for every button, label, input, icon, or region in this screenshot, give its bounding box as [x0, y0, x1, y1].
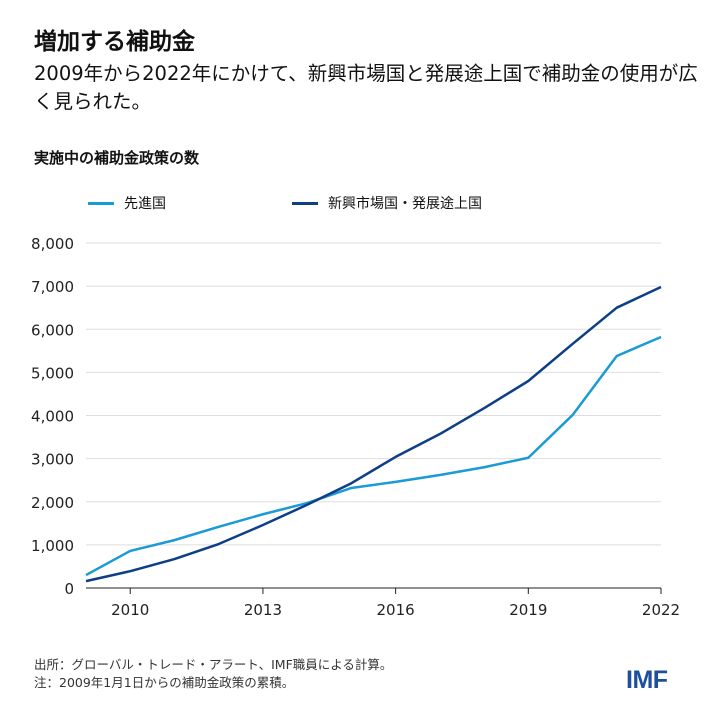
imf-logo: IMF: [626, 666, 668, 694]
series-line-1: [85, 285, 662, 583]
legend-item-advanced: 先進国: [88, 193, 166, 213]
chart-title: 増加する補助金: [34, 29, 195, 55]
x-tick-label: 2013: [244, 601, 282, 619]
y-axis-title: 実施中の補助金政策の数: [34, 149, 200, 167]
chart-subtitle: 2009年から2022年にかけて、新興市場国と発展途上国で補助金の使用が広く見ら…: [34, 62, 698, 113]
x-tick-label: 2010: [111, 601, 149, 619]
legend-swatch: [292, 201, 318, 205]
series-line-0: [85, 335, 662, 577]
x-tick-label: 2016: [377, 601, 415, 619]
y-tick-label: 7,000: [31, 278, 74, 296]
source-notes: 出所：グローバル・トレード・アラート、IMF職員による計算。 注：2009年1月…: [34, 656, 392, 692]
legend-item-emerging: 新興市場国・発展途上国: [292, 193, 482, 213]
x-tick-label: 2022: [642, 601, 680, 619]
y-tick-label: 4,000: [31, 408, 74, 426]
y-tick-label: 1,000: [31, 537, 74, 555]
source-text: 出所：グローバル・トレード・アラート、IMF職員による計算。: [34, 657, 393, 672]
y-tick-label: 8,000: [31, 235, 74, 253]
y-tick-label: 2,000: [31, 494, 74, 512]
legend-label: 新興市場国・発展途上国: [328, 196, 482, 212]
note-text: 注：2009年1月1日からの補助金政策の累積。: [34, 675, 295, 690]
y-tick-label: 5,000: [31, 364, 74, 382]
legend-swatch: [88, 201, 114, 205]
y-tick-label: 3,000: [31, 451, 74, 469]
legend-label: 先進国: [124, 196, 166, 212]
x-tick-label: 2019: [509, 601, 547, 619]
y-tick-label: 6,000: [31, 321, 74, 339]
y-tick-label: 0: [64, 580, 74, 598]
